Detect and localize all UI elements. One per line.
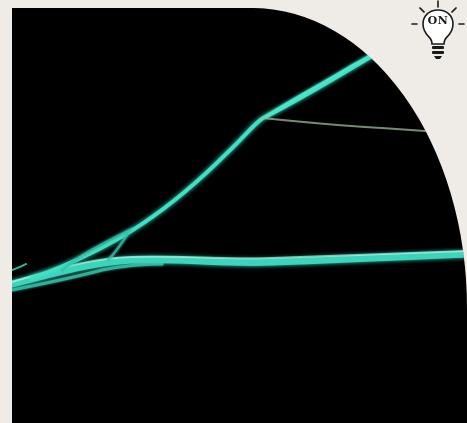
fiber-left-stub bbox=[12, 263, 27, 271]
glowing-fibers-photo bbox=[12, 8, 467, 423]
fiber-small-branch bbox=[60, 226, 134, 272]
fiber-main bbox=[12, 250, 467, 288]
fiber-illustration bbox=[12, 44, 467, 292]
fiber-faint-branch bbox=[261, 117, 467, 135]
lightbulb-badge: ON bbox=[408, 0, 467, 66]
fiber-lower-strand bbox=[12, 262, 164, 292]
lightbulb-icon bbox=[411, 0, 465, 59]
fiber-diagonal bbox=[30, 48, 384, 280]
bulb-on-label: ON bbox=[427, 14, 449, 27]
